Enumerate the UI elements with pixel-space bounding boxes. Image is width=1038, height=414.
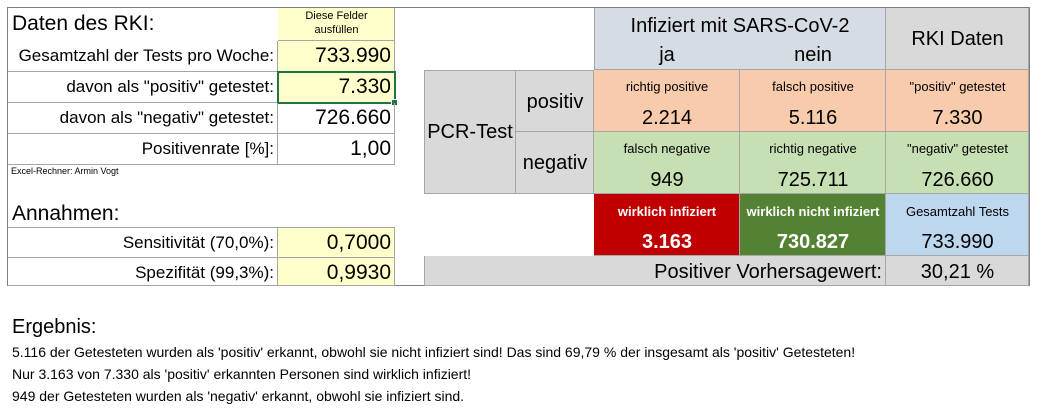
- false-negative-value: 949: [650, 169, 684, 191]
- true-negative-label: richtig negative: [769, 141, 857, 156]
- pcr-test-label: PCR-Test: [427, 121, 513, 143]
- fill-note-line1: Diese Felder: [305, 10, 368, 22]
- really-infected-label: wirklich infiziert: [617, 204, 717, 219]
- sensitivity-cell[interactable]: [278, 227, 395, 258]
- infected-header: Infiziert mit SARS-CoV-2: [630, 15, 850, 37]
- sensitivity-label-cell: [8, 227, 278, 258]
- negative-tested-label: "negativ" getestet: [906, 141, 1009, 156]
- credit-note: Excel-Rechner: Armin Vogt: [11, 166, 119, 176]
- negative-tested-value: 726.660: [921, 169, 994, 191]
- selected-cell-outline: [277, 71, 398, 106]
- specificity-label-cell: [8, 258, 278, 286]
- false-positive-label: falsch positive: [772, 79, 854, 94]
- fill-note-cell: [278, 8, 395, 41]
- rki-header-cell: [886, 8, 1029, 70]
- ppv-value: 30,21 %: [920, 261, 995, 283]
- ppv-label: Positiver Vorhersagewert:: [654, 261, 882, 283]
- result-line-1: 5.116 der Getesteten wurden als 'positiv…: [12, 344, 856, 360]
- tested-positive-value: 7.330: [338, 75, 391, 98]
- positiv-row-label: positiv: [526, 91, 584, 113]
- tests-label-cell: [8, 41, 278, 72]
- positive-tested-value: 7.330: [932, 107, 983, 129]
- ppv-value-cell: [886, 256, 1029, 286]
- true-positive-label: richtig positive: [625, 79, 709, 94]
- negative-tested-cell: [886, 132, 1029, 194]
- positive-rate-label: Positivenrate [%]:: [141, 139, 274, 158]
- tested-negative-label: davon als "negativ" getestet:: [59, 108, 274, 127]
- tests-per-week-label: Gesamtzahl der Tests pro Woche:: [18, 46, 274, 65]
- false-negative-cell: [594, 132, 740, 194]
- result-line-3: 949 der Getesteten wurden als 'negativ' …: [12, 388, 465, 404]
- total-tests-value: 733.990: [921, 231, 994, 253]
- really-infected-value: 3.163: [641, 231, 693, 253]
- ppv-label-cell: [424, 256, 886, 286]
- true-positive-cell: [594, 70, 740, 132]
- tests-per-week-cell[interactable]: [278, 41, 395, 72]
- negativ-row-cell: [516, 132, 594, 194]
- total-tests-cell: [886, 194, 1029, 256]
- really-infected-cell: [594, 194, 740, 256]
- rki-data-title: Daten des RKI:: [12, 12, 155, 35]
- specificity-cell[interactable]: [278, 258, 395, 286]
- not-infected-cell: [740, 194, 886, 256]
- negative-label-cell: [8, 103, 278, 134]
- false-positive-cell: [740, 70, 886, 132]
- rki-header: RKI Daten: [911, 28, 1004, 50]
- result-line-2: Nur 3.163 von 7.330 als 'positiv' erkann…: [12, 366, 472, 382]
- false-negative-label: falsch negative: [623, 141, 711, 156]
- true-positive-value: 2.214: [641, 107, 693, 129]
- false-positive-value: 5.116: [788, 107, 838, 129]
- fill-note-line2: ausfüllen: [314, 24, 359, 36]
- result-title: Ergebnis:: [12, 316, 97, 338]
- infected-yes-label: ja: [659, 44, 675, 66]
- tested-negative-cell[interactable]: [278, 103, 395, 134]
- infected-header-cell: [594, 8, 886, 70]
- tested-positive-label: davon als "positiv" getestet:: [66, 77, 274, 96]
- specificity-label: Spezifität (99,3%):: [135, 263, 274, 282]
- rate-label-cell: [8, 134, 278, 165]
- tested-negative-value: 726.660: [315, 106, 391, 129]
- positive-tested-label: "positiv" getestet: [909, 79, 1006, 94]
- positive-rate-cell[interactable]: [278, 134, 395, 165]
- specificity-value: 0,9930: [326, 261, 391, 284]
- true-negative-value: 725.711: [777, 169, 849, 191]
- not-infected-value: 730.827: [776, 231, 850, 253]
- tests-per-week-value: 733.990: [315, 44, 391, 67]
- pcr-test-cell: [424, 70, 516, 194]
- sensitivity-value: 0,7000: [326, 231, 391, 254]
- true-negative-cell: [740, 132, 886, 194]
- assumptions-title: Annahmen:: [12, 202, 120, 225]
- positiv-row-cell: [516, 70, 594, 132]
- negativ-row-label: negativ: [522, 152, 588, 174]
- sensitivity-label: Sensitivität (70,0%):: [122, 233, 274, 252]
- total-tests-label: Gesamtzahl Tests: [905, 204, 1010, 219]
- positive-tested-cell: [886, 70, 1029, 132]
- infected-no-label: nein: [794, 44, 832, 66]
- not-infected-label: wirklich nicht infiziert: [746, 204, 880, 219]
- positive-rate-value: 1,00: [350, 137, 391, 160]
